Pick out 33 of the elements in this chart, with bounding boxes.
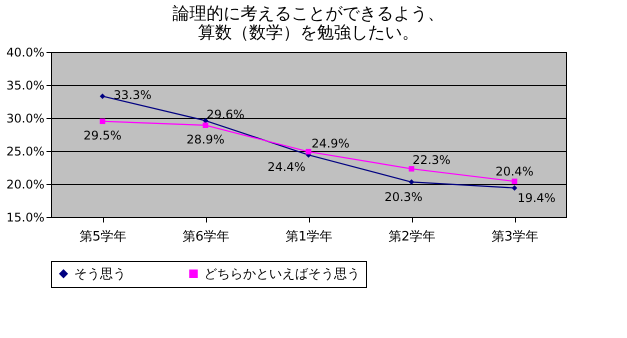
point [202,122,208,128]
data-label: 24.4% [267,160,306,174]
data-label: 19.4% [517,190,556,205]
point [100,93,106,99]
x-tick-label: 第1学年 [285,230,333,244]
y-tick-label: 15.0% [6,210,44,224]
x-tick-label: 第5学年 [79,230,127,244]
legend-label: そう思う [74,266,126,282]
point [408,166,414,172]
y-tick-label: 40.0% [6,46,44,60]
x-tick-label: 第6学年 [182,230,230,244]
x-tick-label: 第3学年 [491,230,539,244]
point [100,118,106,124]
text: 算数（数学）を勉強したい。 [198,23,419,43]
data-label: 20.4% [495,164,534,178]
x-tick-label: 第2学年 [388,230,436,244]
data-label: 20.3% [384,190,423,204]
data-label: 33.3% [113,88,152,102]
legend-label: どちらかといえばそう思う [204,266,360,282]
y-tick-label: 35.0% [6,78,44,92]
data-label: 29.5% [83,128,122,142]
text: 論理的に考えることができるよう、 [172,4,444,24]
point [306,148,312,154]
point [408,179,414,185]
data-label: 28.9% [186,132,225,146]
point [512,178,518,184]
data-label: 24.9% [311,136,350,151]
data-label: 22.3% [412,152,451,167]
y-tick-label: 30.0% [6,112,44,126]
point [512,185,518,191]
y-tick-label: 20.0% [6,178,44,192]
point [202,118,208,124]
y-tick-label: 25.0% [6,144,44,158]
